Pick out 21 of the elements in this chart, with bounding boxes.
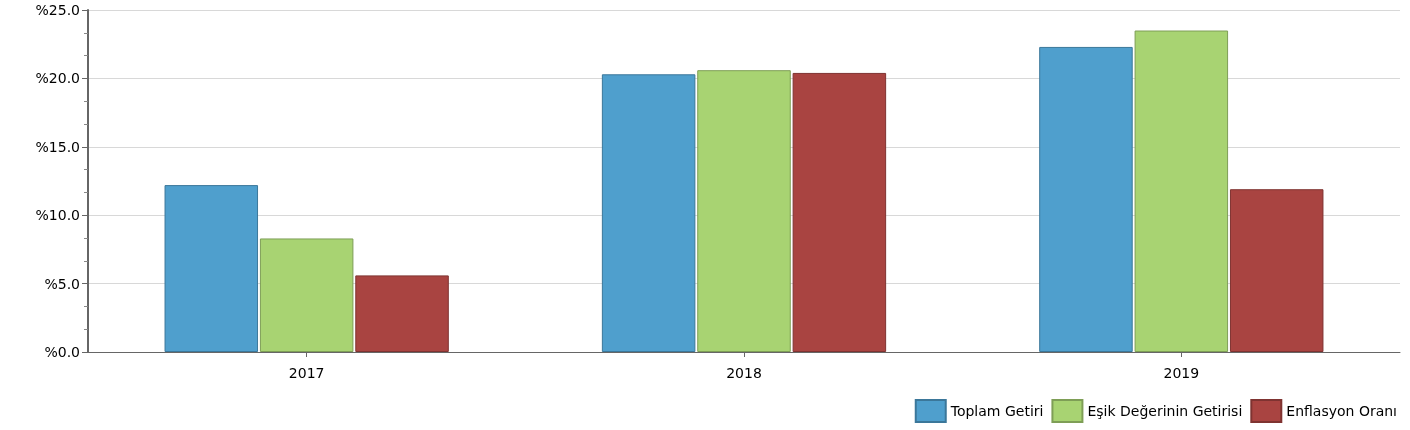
- x-tick-label: 2019: [1163, 365, 1200, 381]
- y-tick-label: %5.0: [44, 275, 80, 292]
- legend-label: Eşik Değerinin Getirisi: [1087, 403, 1243, 419]
- legend-label: Toplam Getiri: [949, 403, 1044, 419]
- bar: [601, 74, 696, 352]
- bar: [355, 275, 449, 352]
- y-tick-label: %25.0: [35, 2, 80, 18]
- y-tick-label: %20.0: [35, 70, 80, 87]
- bar: [1039, 46, 1133, 352]
- bar: [1229, 189, 1324, 352]
- x-tick-label: 2017: [288, 365, 325, 381]
- legend-label: Enflasyon Oranı: [1286, 403, 1397, 419]
- bar: [1134, 30, 1229, 352]
- y-tick-label: %15.0: [35, 138, 80, 155]
- bar: [164, 185, 259, 352]
- y-tick-label: %10.0: [35, 207, 80, 224]
- bar: [259, 238, 354, 352]
- bar: [697, 70, 791, 352]
- x-tick-label: 2018: [726, 365, 762, 381]
- y-tick-label: %0.0: [44, 344, 80, 360]
- bar: [792, 72, 887, 352]
